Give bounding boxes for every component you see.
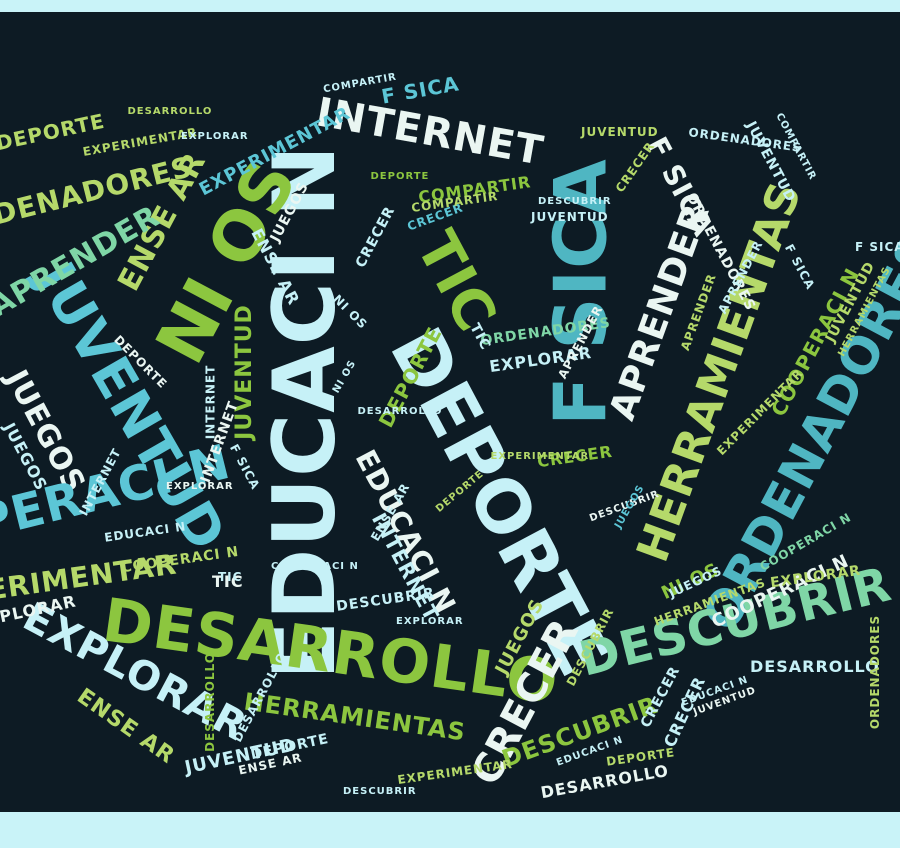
cloud-word: TIC xyxy=(218,570,243,584)
cloud-word: EXPLORAR xyxy=(396,616,464,627)
cloud-word: EXPERIMENTAR xyxy=(490,451,590,462)
cloud-word: TIC xyxy=(466,320,494,354)
cloud-word: INTERNET xyxy=(202,364,217,440)
bottom-border xyxy=(0,812,900,848)
cloud-word: JUVENTUD xyxy=(581,125,659,139)
cloud-word: DESARROLLO xyxy=(539,760,671,803)
cloud-word: EXPLORAR xyxy=(181,131,249,142)
cloud-word: F SICA xyxy=(855,240,900,254)
cloud-word: ORDENADORES xyxy=(868,614,883,730)
cloud-word: DESARROLLO xyxy=(127,106,213,117)
cloud-word: DESARROLLO xyxy=(202,652,217,752)
cloud-word: DEPORTE xyxy=(370,171,430,182)
cloud-word: COOPERACI N xyxy=(271,561,359,572)
cloud-word: TIC xyxy=(212,572,244,591)
cloud-word: DESCUBRIR xyxy=(343,786,417,797)
cloud-word: EXPLORAR xyxy=(166,481,234,492)
cloud-word: DESARROLLO xyxy=(750,657,880,676)
cloud-word: F SICA xyxy=(781,241,818,293)
cloud-word: DESCUBRIR xyxy=(538,196,612,207)
word-cloud-canvas: EDUCACI N DEPORTE F SICA DESARROLLO HERRAMIE… xyxy=(0,12,900,812)
cloud-word: TIC xyxy=(402,220,509,343)
cloud-word: DESARROLLO xyxy=(357,406,443,417)
cloud-word: CRECER xyxy=(352,203,398,271)
cloud-word: JUVENTUD xyxy=(231,304,257,440)
cloud-word: JUVENTUD xyxy=(531,210,609,224)
